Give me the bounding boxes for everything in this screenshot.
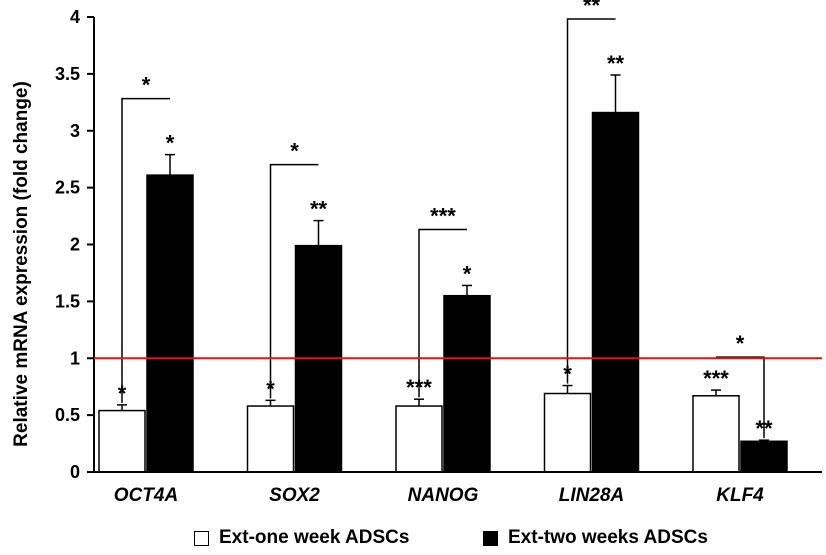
bar-sox2-one-week: [246, 405, 295, 473]
comparison-significance-label: **: [583, 0, 601, 18]
significance-label: ***: [703, 366, 729, 391]
y-tick-label: 4: [70, 7, 80, 27]
significance-label: **: [607, 51, 625, 76]
legend-label-two-weeks: Ext-two weeks ADSCs: [508, 527, 708, 548]
significance-label: **: [310, 197, 328, 222]
legend-label-one-week: Ext-one week ADSCs: [219, 527, 410, 548]
y-tick-label: 1.5: [55, 291, 80, 311]
y-tick-label: 0.5: [55, 405, 80, 425]
y-tick-label: 3: [70, 121, 80, 141]
bar-klf4-one-week: [692, 395, 740, 473]
y-tick-label: 2: [70, 235, 80, 255]
significance-label: *: [463, 261, 472, 286]
comparison-significance-label: *: [290, 139, 299, 164]
legend-swatch-two-weeks: [483, 530, 498, 546]
bar-nanog-two-weeks: [443, 294, 491, 473]
comparison-significance-label: *: [142, 73, 151, 98]
bar-lin28a-one-week: [543, 392, 592, 473]
legend-swatch-one-week: [194, 530, 209, 546]
bar-klf4-two-weeks: [740, 440, 788, 473]
comparison-bracket: [716, 356, 765, 439]
x-category-label: SOX2: [269, 485, 320, 506]
comparison-bracket: [566, 18, 616, 384]
bar-oct4a-two-weeks: [146, 174, 194, 473]
bar-lin28a-two-weeks: [591, 111, 640, 473]
legend-item-one-week: Ext-one week ADSCs: [194, 527, 409, 549]
significance-label: *: [166, 131, 175, 156]
y-tick-label: 2.5: [55, 178, 80, 198]
y-tick-label: 1: [70, 348, 80, 368]
legend: Ext-one week ADSCs Ext-two weeks ADSCs: [0, 527, 826, 555]
bar-nanog-one-week: [395, 405, 443, 473]
bar-oct4a-one-week: [98, 409, 146, 473]
comparison-bracket: [418, 228, 467, 398]
y-axis-label: Relative mRNA expression (fold change): [11, 81, 32, 447]
x-category-label: OCT4A: [114, 485, 178, 506]
comparison-bracket: [269, 163, 319, 399]
comparison-significance-label: *: [736, 331, 745, 356]
legend-item-two-weeks: Ext-two weeks ADSCs: [483, 527, 708, 549]
bar-chart: Relative mRNA expression (fold change) 0…: [11, 0, 822, 506]
comparison-bracket: [121, 97, 170, 403]
y-tick-label: 0: [70, 462, 80, 482]
x-category-label: LIN28A: [559, 485, 624, 506]
x-category-label: KLF4: [716, 485, 764, 506]
x-category-label: NANOG: [408, 485, 479, 506]
comparison-significance-label: ***: [430, 203, 456, 228]
y-tick-label: 3.5: [55, 64, 80, 84]
